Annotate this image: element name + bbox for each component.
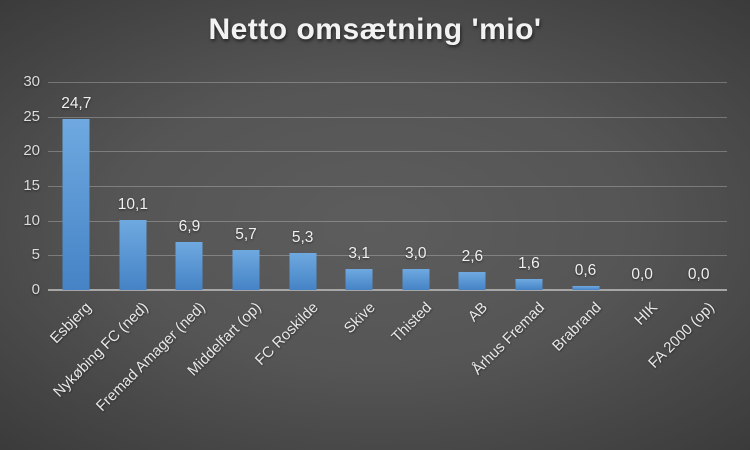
bar [515, 278, 543, 290]
bar [289, 253, 317, 290]
bar [119, 219, 147, 290]
bar [572, 285, 600, 290]
y-axis-tick-label: 10 [23, 211, 40, 229]
gridline [48, 255, 727, 257]
x-axis-category-label: Esbjerg [47, 299, 96, 347]
x-axis-category-label: Thisted [388, 299, 435, 346]
bar-value-label: 6,9 [178, 218, 201, 236]
bar-value-label: 2,6 [461, 247, 484, 265]
bar-slot: 5,7 [218, 82, 275, 290]
bar-slot: 3,0 [388, 82, 445, 290]
gridline [48, 186, 727, 187]
bar [345, 268, 373, 290]
x-axis-category-label: Brabrand [548, 299, 605, 355]
x-axis-category-label: Fremad Amager (ned) [92, 299, 209, 415]
bar [458, 271, 486, 290]
bar [402, 269, 430, 290]
x-axis-category-label: AB [465, 299, 492, 326]
x-axis-category-label: Skive [340, 299, 379, 337]
bar [62, 118, 90, 290]
y-axis-tick-label: 30 [23, 73, 40, 90]
bar-value-label: 3,0 [405, 245, 427, 263]
bar-value-label: 3,1 [348, 244, 370, 262]
bar-slot: 0,0 [614, 82, 671, 290]
y-axis-tick-label: 20 [23, 142, 40, 160]
bar [175, 242, 203, 290]
bar-slot: 10,1 [105, 82, 162, 290]
y-axis-tick-label: 15 [23, 177, 40, 194]
plot-area: 24,7 10,1 6,9 5,7 5,3 3,1 3,0 2,6 1,6 0,6 0,0 0,0 [48, 82, 727, 291]
bar-slot: 3,1 [331, 82, 388, 290]
bar-slot: 24,7 [48, 82, 105, 290]
gridline [48, 82, 727, 83]
chart-title: Netto omsætning 'mio' [208, 13, 542, 46]
bar [232, 250, 260, 290]
bar-value-label: 10,1 [117, 195, 148, 213]
y-axis-tick-label: 25 [23, 107, 40, 125]
bar-slot: 1,6 [501, 82, 558, 290]
x-axis-category-label: Nykøbing FC (ned) [50, 299, 152, 401]
gridline [48, 151, 727, 153]
bar-value-label: 0,0 [631, 266, 653, 283]
bar-slot: 6,9 [161, 82, 218, 290]
bar-value-label: 0,6 [574, 261, 597, 279]
bar-value-label: 5,3 [291, 229, 314, 247]
bar-slot: 0,6 [557, 82, 614, 290]
y-axis-tick-label: 0 [31, 281, 40, 298]
gridline [48, 116, 727, 118]
y-axis-tick-label: 5 [31, 246, 40, 264]
bar-slot: 2,6 [444, 82, 501, 290]
bar-value-label: 24,7 [61, 94, 92, 112]
bar-slot: 0,0 [670, 82, 727, 290]
x-axis-category-label: HIK [631, 299, 662, 329]
bar-value-label: 0,0 [687, 266, 710, 283]
bar-value-label: 5,7 [235, 226, 257, 244]
bar-slot: 5,3 [274, 82, 331, 290]
bar-value-label: 1,6 [518, 254, 540, 272]
gridline [48, 220, 727, 222]
x-axis-line [48, 289, 727, 291]
